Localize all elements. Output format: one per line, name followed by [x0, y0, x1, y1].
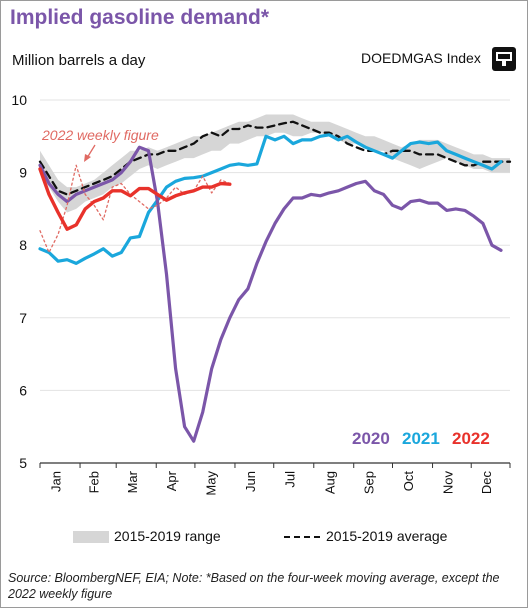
source-note: Source: BloombergNEF, EIA; Note: *Based … — [8, 571, 500, 601]
gridlines — [39, 99, 511, 468]
x-tick-label: Oct — [401, 471, 416, 492]
series-2021-line — [38, 133, 503, 265]
series-2022-line — [38, 167, 232, 231]
annotation: 2022 weekly figure — [41, 127, 159, 162]
series-labels: 2020 2021 2022 — [352, 429, 490, 448]
x-tick-label: Jul — [282, 471, 297, 488]
x-tick-label: Feb — [87, 471, 102, 493]
y-tick-label: 10 — [11, 92, 27, 108]
x-tick-label: Apr — [164, 470, 179, 491]
x-tick-label: Dec — [479, 471, 494, 495]
series-label-2020: 2020 — [352, 429, 390, 448]
average-line — [38, 120, 512, 196]
units-label: Million barrels a day — [12, 52, 146, 69]
weekly-figure-annotation: 2022 weekly figure — [41, 127, 159, 143]
legend-average-label: 2015-2019 average — [326, 528, 448, 544]
x-tick-label: Aug — [322, 471, 337, 494]
chart-title: Implied gasoline demand* — [10, 6, 270, 29]
y-tick-label: 8 — [19, 237, 27, 253]
range-band — [40, 114, 510, 213]
terminal-screen-shape — [496, 52, 512, 61]
bloomberg-terminal-icon[interactable] — [492, 47, 516, 71]
x-tick-label: May — [203, 471, 218, 496]
x-tick-label: Jun — [243, 471, 258, 492]
annotation-arrowhead — [84, 154, 91, 162]
x-tick-labels: Jan Feb Mar Apr May Jun Jul Aug Sep Oct Nov Dec — [49, 470, 495, 495]
series-label-2022: 2022 — [452, 429, 490, 448]
x-tick-label: Sep — [362, 471, 377, 494]
x-tick-label: Jan — [49, 471, 64, 492]
y-tick-label: 5 — [19, 455, 27, 471]
legend-range-label: 2015-2019 range — [114, 528, 221, 544]
x-tick-label: Nov — [440, 471, 455, 495]
x-tick-label: Mar — [125, 470, 140, 493]
weekly-2022-line — [39, 164, 231, 254]
y-tick-label: 9 — [19, 165, 27, 181]
ticker-label[interactable]: DOEDMGAS Index — [361, 50, 481, 66]
y-tick-labels: 5 6 7 8 9 10 — [11, 92, 27, 471]
series-2020-line — [38, 145, 503, 443]
chart-marks — [38, 114, 512, 443]
y-tick-label: 6 — [19, 382, 27, 398]
series-label-2021: 2021 — [402, 429, 440, 448]
legend-average-swatch — [284, 536, 320, 538]
y-tick-label: 7 — [19, 310, 27, 326]
legend-range-swatch — [73, 531, 109, 543]
terminal-stand-shape — [502, 61, 506, 66]
